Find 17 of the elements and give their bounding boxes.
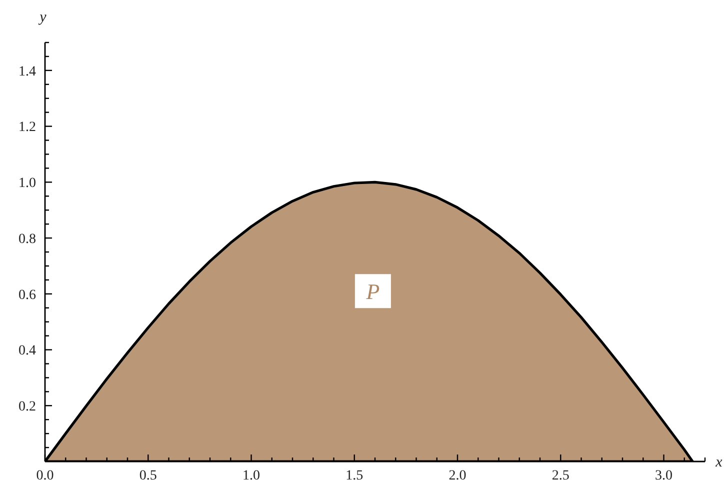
- x-tick-label: 2.0: [448, 468, 466, 484]
- x-tick-label: 2.5: [552, 468, 570, 484]
- x-tick-label: 0.0: [36, 468, 54, 484]
- y-tick-label: 1.2: [18, 120, 36, 136]
- annotation: P: [365, 278, 380, 304]
- x-axis-title: x: [714, 454, 723, 470]
- y-tick-label: 0.4: [18, 344, 36, 359]
- y-tick-label: 1.4: [18, 64, 36, 80]
- y-tick-label: 0.6: [18, 288, 36, 303]
- x-tick-label: 1.5: [346, 468, 364, 484]
- x-tick-label: 1.0: [242, 468, 260, 484]
- y-axis-title: y: [38, 10, 47, 26]
- y-tick-label: 0.2: [18, 400, 36, 415]
- x-tick-label: 0.5: [139, 468, 157, 484]
- x-tick-label: 3.0: [655, 468, 672, 484]
- y-tick-label: 1.0: [18, 176, 36, 192]
- y-tick-label: 0.8: [18, 232, 36, 247]
